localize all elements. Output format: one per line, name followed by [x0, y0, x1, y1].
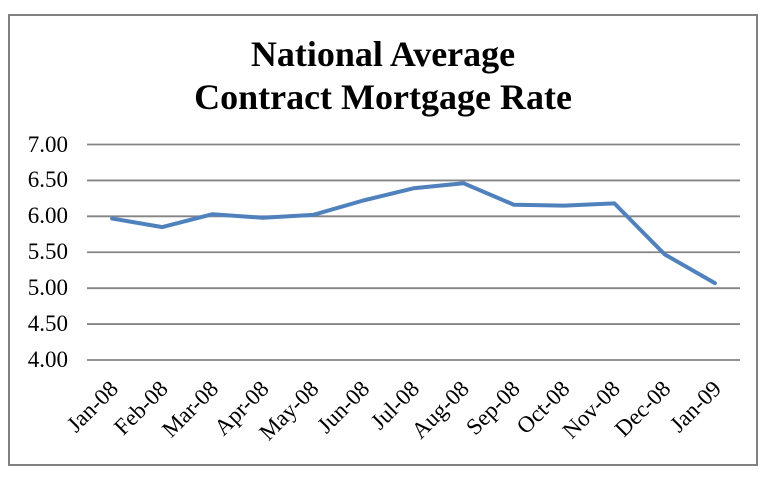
y-axis-tick-label: 6.50: [27, 167, 68, 193]
chart-title-line1: National Average: [250, 34, 516, 74]
chart-title: National Average Contract Mortgage Rate: [8, 33, 758, 119]
line-series: [110, 181, 717, 286]
gridlines: [87, 143, 740, 361]
chart-title-line2: Contract Mortgage Rate: [194, 77, 572, 117]
y-axis-tick-label: 5.00: [27, 275, 68, 301]
y-axis-tick-label: 7.00: [27, 131, 68, 157]
y-axis-tick-label: 4.00: [27, 347, 68, 372]
y-axis-tick-label: 4.50: [27, 311, 68, 337]
y-axis-tick-label: 6.00: [27, 203, 68, 229]
chart-border: [8, 14, 758, 466]
y-axis-tick-label: 5.50: [27, 239, 68, 265]
